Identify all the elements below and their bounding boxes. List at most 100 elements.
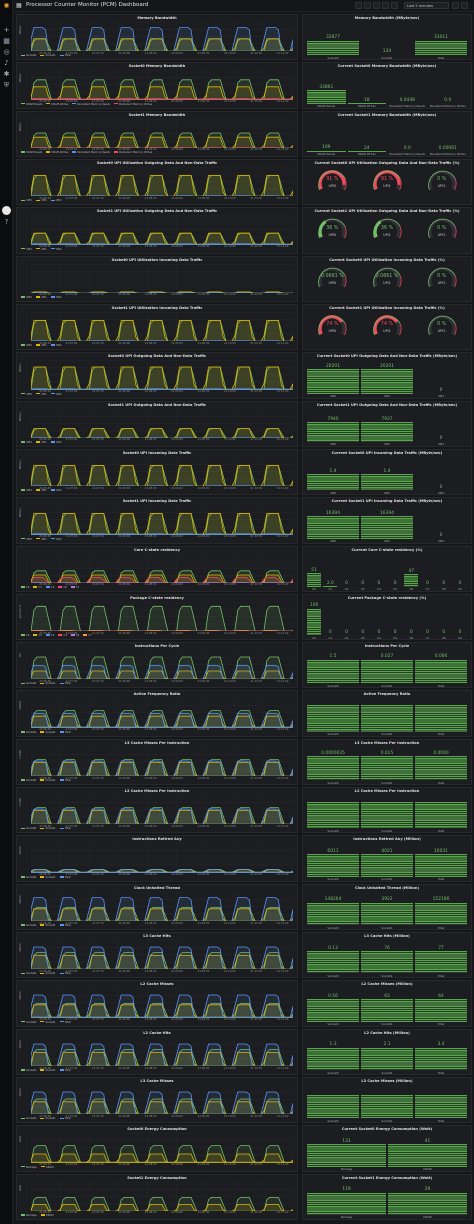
panel-title[interactable]: Instructions Per Cycle xyxy=(134,644,180,649)
graph-panel-socket0-upi-incoming-data-traffic[interactable]: Socket0 UPI Incoming Data Traffic MB/sec 2… xyxy=(16,448,298,496)
legend-item[interactable]: Persistent Memory Reads xyxy=(72,103,110,106)
panel-title[interactable]: L3 Cache Misses Per Instruction xyxy=(124,740,190,745)
legend-item[interactable]: UPI2 xyxy=(50,489,62,492)
graph-panel-socket0-memory-bandwidth[interactable]: Socket0 Memory Bandwidth MB/sec 21:06:30 21… xyxy=(16,62,298,109)
legend-item[interactable]: Total xyxy=(59,827,71,830)
panel-title[interactable]: Current Socket1 UPI Utilization Outgoing… xyxy=(314,209,460,214)
panel-title[interactable]: L3 Cache Misses Per Instruction xyxy=(354,740,420,745)
star-button[interactable] xyxy=(364,2,371,9)
legend-item[interactable]: Package xyxy=(21,1166,37,1169)
legend-item[interactable]: UPI1 xyxy=(35,538,47,541)
dashboards-icon[interactable]: ▦ xyxy=(3,37,10,45)
panel-title[interactable]: L2 Cache Misses Per Instruction xyxy=(124,789,190,794)
legend-item[interactable]: C7 xyxy=(70,586,79,589)
legend-item[interactable]: C0 xyxy=(21,634,29,637)
explore-icon[interactable]: ◎ xyxy=(3,48,10,56)
bargauge-panel-current-socket1-upi-incoming-data-traffic-mbyte-sec[interactable]: Current Socket1 UPI Incoming Data Traffi… xyxy=(302,497,472,544)
bargauge-panel-current-package-c-state-residency[interactable]: Current Package C-state residency (%) 100… xyxy=(302,593,472,641)
graph-panel-l3-cache-misses[interactable]: L3 Cache Misses Million 21:06:30 21:07:00 21… xyxy=(16,1077,298,1124)
legend-item[interactable]: C2 xyxy=(45,634,54,637)
legend-item[interactable]: Total xyxy=(59,876,71,879)
legend-item[interactable]: Socket0 xyxy=(21,827,36,830)
legend-item[interactable]: Total xyxy=(59,779,71,782)
legend-item[interactable]: Persistent Memory Writes xyxy=(114,151,152,154)
settings-button[interactable] xyxy=(391,2,398,9)
legend-item[interactable]: C6 xyxy=(70,634,79,637)
panel-title[interactable]: Current Socket1 UPI Utilization Incoming… xyxy=(329,305,445,310)
panel-title[interactable]: Core C-state residency xyxy=(133,547,181,552)
legend-item[interactable]: Socket1 xyxy=(40,54,56,57)
dashboard-title[interactable]: Processor Counter Monitor (PCM) Dashboar… xyxy=(26,2,149,8)
bargauge-panel-current-socket0-upi-outgoing-data-and-non-data-traffic-mbyte-sec[interactable]: Current Socket0 UPI Outgoing Data And No… xyxy=(302,352,472,399)
panel-title[interactable]: L3 Cache Hits (Million) xyxy=(364,934,410,939)
graph-panel-instructions-retired-any[interactable]: Instructions Retired Any Million 21:06:30 2… xyxy=(16,835,298,882)
graph-plot-area[interactable] xyxy=(31,891,293,922)
graph-plot-area[interactable] xyxy=(31,746,293,777)
legend-item[interactable]: C0 xyxy=(21,586,29,589)
legend-item[interactable]: Socket0 xyxy=(21,876,36,879)
bargauge-panel-l2-cache-misses-per-instruction[interactable]: L2 Cache Misses Per Instruction Socket0 So… xyxy=(302,787,472,834)
legend-item[interactable]: C6 xyxy=(58,586,67,589)
plus-icon[interactable]: + xyxy=(3,26,10,34)
gauge-panel-current-socket0-upi-utilization-outgoing-data-and-non-data-traffic[interactable]: Current Socket0 UPI Utilization Outgoing… xyxy=(302,158,472,206)
legend-item[interactable]: UPI2 xyxy=(50,393,62,396)
panel-title[interactable]: Current Socket1 Memory Bandwidth (MByte/… xyxy=(337,112,437,117)
legend-item[interactable]: UPI0 xyxy=(21,296,32,299)
legend-item[interactable]: UPI1 xyxy=(35,489,47,492)
legend-item[interactable]: UPI0 xyxy=(21,538,32,541)
legend-item[interactable]: Total xyxy=(59,731,71,734)
bargauge-panel-l2-cache-misses-million[interactable]: L2 Cache Misses (Million) 0.56 63 64 Socket0… xyxy=(302,980,472,1027)
panel-title[interactable]: Memory Bandwidth xyxy=(137,16,177,20)
panel-title[interactable]: L2 Cache Hits (Million) xyxy=(364,1030,410,1035)
panel-title[interactable]: L3 Cache Misses xyxy=(140,1079,174,1084)
graph-panel-socket0-upi-utilization-incoming-data-traffic[interactable]: Socket0 UPI Utilization Incoming Data Tr… xyxy=(16,255,298,302)
avatar[interactable] xyxy=(2,206,11,215)
legend-item[interactable]: Socket0 xyxy=(21,1117,36,1120)
panel-title[interactable]: Socket1 Energy Consumption xyxy=(127,1175,187,1180)
legend-item[interactable]: UPI2 xyxy=(50,441,62,444)
graph-plot-area[interactable] xyxy=(31,456,293,487)
legend-item[interactable]: Socket1 xyxy=(40,779,56,782)
legend-item[interactable]: Socket0 xyxy=(21,779,36,782)
bargauge-panel-l3-cache-hits-million[interactable]: L3 Cache Hits (Million) 0.13 76 77 Socket0 So… xyxy=(302,932,472,979)
graph-plot-area[interactable] xyxy=(31,263,293,293)
graph-plot-area[interactable] xyxy=(31,601,293,632)
legend-item[interactable]: C1 xyxy=(33,586,42,589)
panel-title[interactable]: Current Socket1 Energy Consumption (Watt… xyxy=(341,1175,433,1180)
bargauge-panel-l3-cache-misses-per-instruction[interactable]: L3 Cache Misses Per Instruction 0.0000035… xyxy=(302,738,472,786)
panel-title[interactable]: Socket0 UPI Incoming Data Traffic xyxy=(122,450,192,455)
legend-item[interactable]: Socket1 xyxy=(40,731,56,734)
panel-title[interactable]: Instructions Per Cycle xyxy=(364,644,410,649)
panel-title[interactable]: Socket1 Memory Bandwidth xyxy=(128,112,186,117)
panel-title[interactable]: L2 Cache Misses xyxy=(140,982,174,987)
legend-item[interactable]: Total xyxy=(59,1117,71,1120)
bargauge-panel-current-socket1-energy-consumption-watt[interactable]: Current Socket1 Energy Consumption (Watt… xyxy=(302,1173,472,1220)
legend-item[interactable]: Socket1 xyxy=(40,1069,56,1072)
graph-panel-socket1-upi-outgoing-data-and-non-data-traffic[interactable]: Socket1 UPI Outgoing Data And Non-Data T… xyxy=(16,400,298,447)
graph-panel-socket1-upi-incoming-data-traffic[interactable]: Socket1 UPI Incoming Data Traffic MB/sec 2… xyxy=(16,497,298,544)
bargauge-panel-memory-bandwidth-mbyte-sec[interactable]: Memory Bandwidth (MByte/sec) 32877 134 3301… xyxy=(302,14,472,61)
legend-item[interactable]: DRAM Writes xyxy=(46,103,68,106)
legend-item[interactable]: Total xyxy=(59,1021,71,1024)
graph-panel-instructions-per-cycle[interactable]: Instructions Per Cycle IPC 21:06:30 21:07:0… xyxy=(16,642,298,689)
panel-title[interactable]: Socket1 UPI Utilization Outgoing Data An… xyxy=(96,209,218,214)
panel-title[interactable]: Socket0 Memory Bandwidth xyxy=(128,64,186,69)
legend-item[interactable]: UPI0 xyxy=(21,248,32,251)
graph-panel-package-c-state-residency[interactable]: Package C-state residency percent % 21:06:… xyxy=(16,593,298,641)
legend-item[interactable]: UPI1 xyxy=(35,393,47,396)
legend-item[interactable]: Total xyxy=(59,924,71,927)
grafana-logo-icon[interactable]: ✺ xyxy=(3,2,10,10)
graph-plot-area[interactable] xyxy=(31,795,293,825)
graph-plot-area[interactable] xyxy=(31,698,293,728)
panel-title[interactable]: Current Socket0 UPI Outgoing Data And No… xyxy=(316,354,458,359)
legend-item[interactable]: Socket1 xyxy=(40,1021,56,1024)
panel-title[interactable]: Socket0 UPI Utilization Outgoing Data An… xyxy=(96,160,218,165)
panel-title[interactable]: Current Socket0 UPI Incoming Data Traffi… xyxy=(331,450,443,455)
graph-panel-core-c-state-residency[interactable]: Core C-state residency 21:06:30 21:07:00 21… xyxy=(16,545,298,592)
legend-item[interactable]: UPI0 xyxy=(21,441,32,444)
graph-plot-area[interactable] xyxy=(31,311,293,342)
graph-plot-area[interactable] xyxy=(31,360,293,390)
legend-item[interactable]: UPI2 xyxy=(50,296,62,299)
panel-title[interactable]: Socket1 UPI Incoming Data Traffic xyxy=(122,499,192,504)
panel-title[interactable]: Current Socket0 UPI Utilization Outgoing… xyxy=(314,160,460,165)
